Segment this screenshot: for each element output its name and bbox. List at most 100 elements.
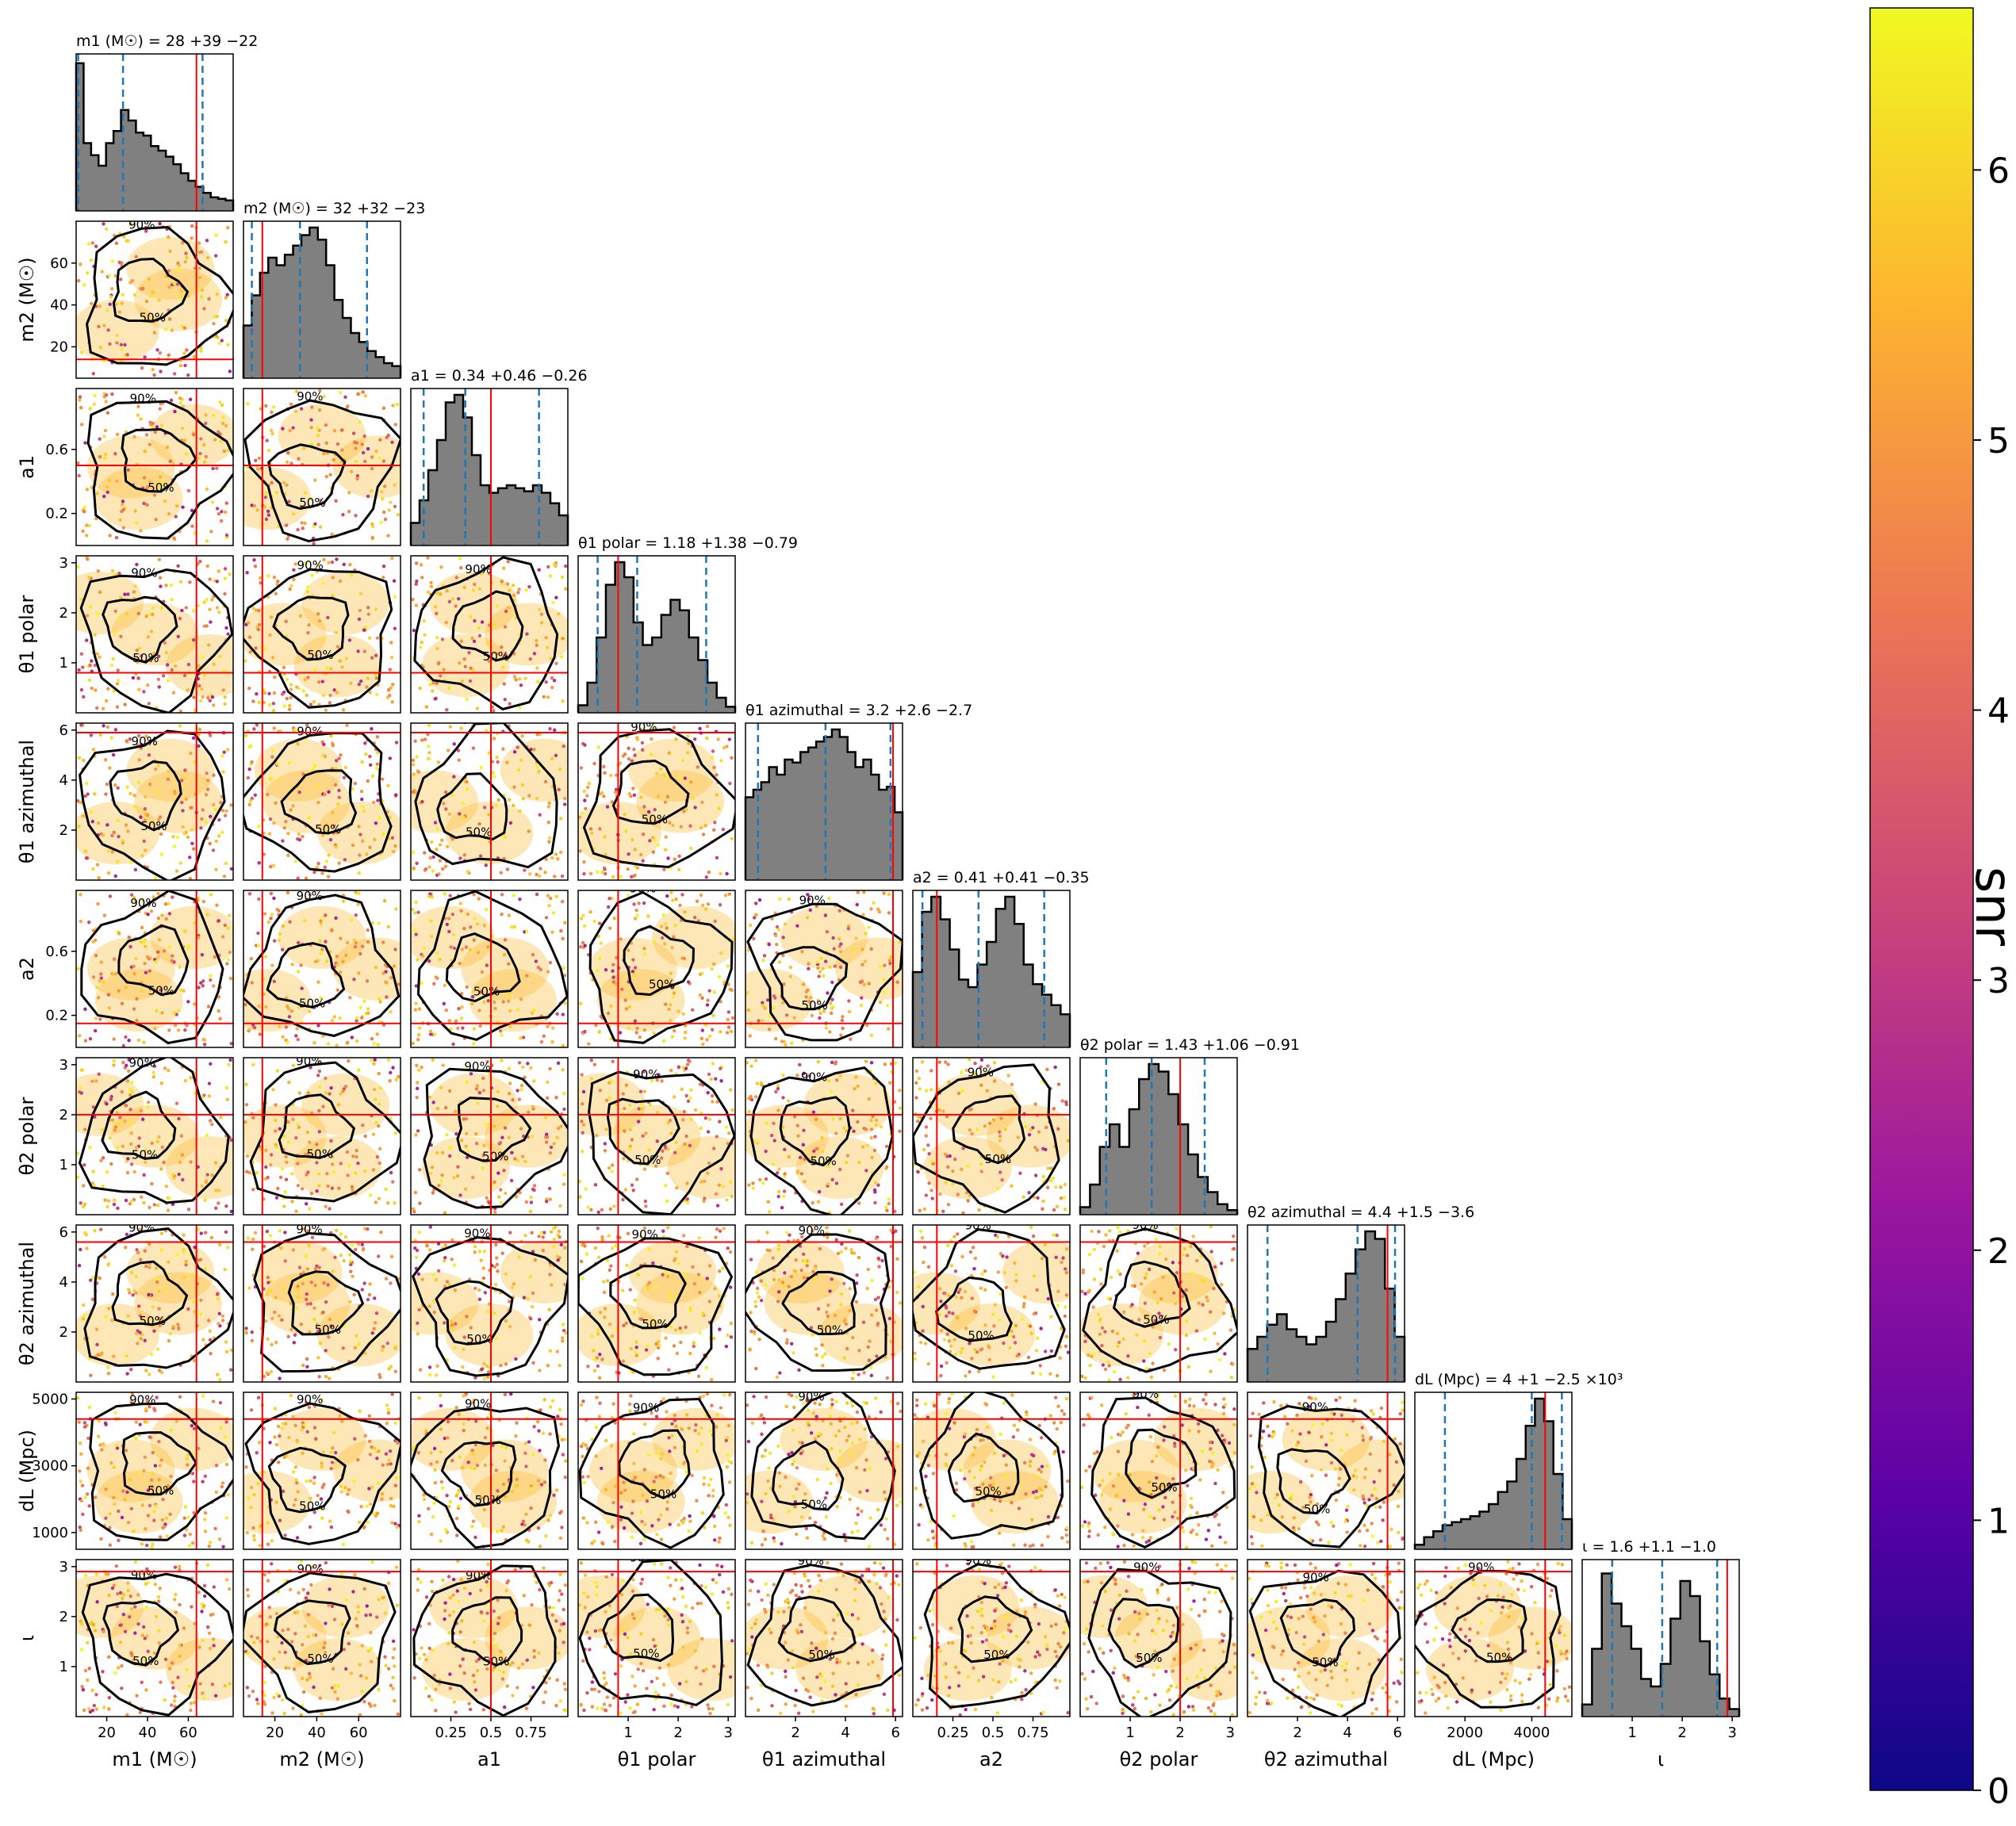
scatter-point — [680, 758, 685, 763]
scatter-point — [186, 688, 190, 692]
scatter-point — [550, 1039, 554, 1044]
panel-frame — [577, 1224, 736, 1383]
scatter-point — [699, 1111, 703, 1115]
scatter-point — [537, 769, 541, 774]
scatter-point — [657, 1073, 661, 1077]
scatter-point — [507, 962, 511, 966]
scatter-point — [381, 459, 386, 463]
scatter-point — [444, 1105, 448, 1110]
contour-label-50: 50% — [466, 1332, 493, 1346]
scatter-point — [696, 1374, 701, 1378]
scatter-point — [524, 588, 528, 592]
scatter-point — [749, 1097, 754, 1102]
contour-label-90: 90% — [131, 566, 157, 580]
scatter-point — [85, 614, 90, 618]
scatter-point — [270, 963, 274, 967]
scatter-point — [199, 981, 203, 985]
scatter-point — [389, 1010, 393, 1014]
scatter-point — [134, 956, 138, 961]
scatter-point — [173, 409, 177, 414]
scatter-point — [370, 656, 374, 660]
scatter-point — [504, 1191, 508, 1196]
scatter-point — [493, 1180, 496, 1185]
scatter-point — [929, 1069, 933, 1073]
scatter-point — [714, 1192, 719, 1196]
scatter-point — [752, 936, 756, 940]
scatter-point — [521, 1065, 525, 1070]
scatter-point — [110, 833, 114, 838]
scatter-point — [748, 1348, 752, 1352]
scatter-point — [287, 1080, 291, 1085]
scatter-point — [1018, 1171, 1022, 1175]
scatter-point — [530, 1231, 534, 1235]
scatter-point — [672, 935, 676, 939]
scatter-point — [549, 657, 553, 660]
scatter-point — [644, 1204, 648, 1208]
scatter-point — [374, 1321, 378, 1325]
scatter-point — [152, 1203, 157, 1207]
scatter-point — [594, 1023, 598, 1028]
scatter-point — [364, 752, 368, 756]
scatter-point — [94, 688, 98, 692]
scatter-point — [719, 1078, 723, 1083]
scatter-point — [428, 1225, 433, 1229]
scatter-point — [700, 800, 704, 805]
scatter-point — [116, 818, 120, 822]
scatter-point — [860, 963, 864, 967]
scatter-point — [684, 1066, 688, 1070]
histogram-outline — [409, 393, 569, 546]
scatter-point — [281, 924, 286, 928]
scatter-point — [433, 697, 438, 701]
scatter-point — [289, 1301, 293, 1306]
scatter-point — [755, 1081, 760, 1085]
scatter-point — [144, 848, 148, 852]
scatter-point — [477, 626, 481, 630]
scatter-point — [163, 484, 167, 488]
scatter-point — [420, 800, 424, 804]
scatter-point — [422, 618, 426, 623]
scatter-point — [103, 452, 108, 457]
scatter-point — [726, 1017, 730, 1022]
scatter-point — [309, 418, 313, 422]
scatter-point — [939, 1329, 944, 1333]
scatter-point — [887, 1285, 891, 1289]
scatter-point — [197, 266, 201, 270]
scatter-point — [722, 1227, 726, 1231]
scatter-point — [465, 779, 469, 784]
scatter-point — [634, 1177, 639, 1181]
scatter-point — [428, 1029, 433, 1033]
panel-2-2: a1 = 0.34 +0.46 −0.26 — [409, 367, 588, 546]
scatter-point — [132, 434, 136, 439]
scatter-point — [471, 668, 475, 672]
scatter-point — [966, 1199, 970, 1203]
scatter-point — [807, 999, 811, 1004]
scatter-point — [276, 525, 281, 529]
scatter-point — [257, 622, 262, 627]
scatter-point — [845, 1154, 850, 1158]
scatter-point — [647, 1247, 651, 1251]
scatter-point — [705, 1038, 709, 1042]
scatter-point — [504, 609, 508, 614]
scatter-point — [142, 940, 146, 944]
scatter-point — [371, 1168, 376, 1172]
scatter-point — [718, 1120, 722, 1124]
scatter-point — [440, 637, 445, 641]
scatter-point — [860, 1145, 865, 1149]
scatter-point — [178, 363, 183, 368]
scatter-point — [196, 1227, 201, 1231]
scatter-point — [652, 1031, 656, 1035]
scatter-point — [414, 932, 418, 936]
scatter-point — [898, 1129, 902, 1133]
scatter-point — [1104, 1233, 1108, 1237]
scatter-point — [293, 728, 297, 732]
scatter-point — [278, 1175, 283, 1180]
scatter-point — [331, 1269, 335, 1273]
scatter-point — [510, 1150, 514, 1155]
scatter-point — [77, 473, 81, 478]
scatter-point — [496, 760, 500, 764]
scatter-point — [665, 1199, 669, 1204]
scatter-point — [125, 1079, 130, 1083]
scatter-point — [91, 867, 95, 871]
scatter-point — [372, 1087, 377, 1092]
scatter-point — [291, 1117, 295, 1121]
